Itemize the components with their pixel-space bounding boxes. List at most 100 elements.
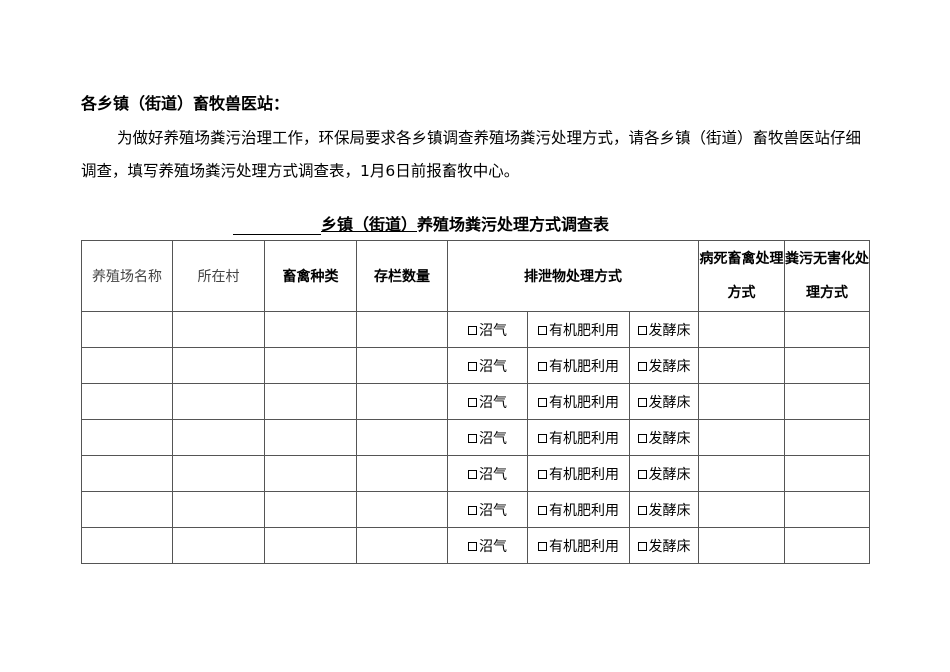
option-0[interactable]: 沼气 (447, 347, 528, 384)
empty-cell[interactable] (356, 419, 448, 456)
empty-cell[interactable] (172, 383, 265, 420)
empty-cell[interactable] (698, 455, 785, 492)
empty-cell[interactable] (172, 347, 265, 384)
empty-cell[interactable] (356, 491, 448, 528)
empty-cell[interactable] (356, 455, 448, 492)
empty-cell[interactable] (264, 347, 357, 384)
option-2[interactable]: 发酵床 (629, 419, 699, 456)
empty-cell[interactable] (784, 455, 870, 492)
checkbox-icon[interactable] (468, 398, 477, 407)
option-1[interactable]: 有机肥利用 (527, 419, 630, 456)
header-farm-name: 养殖场名称 (81, 240, 173, 312)
option-1[interactable]: 有机肥利用 (527, 527, 630, 564)
option-0[interactable]: 沼气 (447, 383, 528, 420)
empty-cell[interactable] (264, 383, 357, 420)
option-label: 沼气 (479, 502, 507, 519)
checkbox-icon[interactable] (637, 362, 647, 371)
empty-cell[interactable] (172, 455, 265, 492)
checkbox-icon[interactable] (538, 398, 547, 407)
checkbox-icon[interactable] (468, 506, 477, 515)
option-0[interactable]: 沼气 (447, 419, 528, 456)
empty-cell[interactable] (698, 347, 785, 384)
option-2[interactable]: 发酵床 (629, 311, 699, 348)
header-waste-method: 排泄物处理方式 (447, 240, 699, 312)
checkbox-icon[interactable] (468, 434, 477, 443)
option-1[interactable]: 有机肥利用 (527, 491, 630, 528)
checkbox-icon[interactable] (468, 326, 477, 335)
option-2[interactable]: 发酵床 (629, 347, 699, 384)
option-1[interactable]: 有机肥利用 (527, 455, 630, 492)
option-0[interactable]: 沼气 (447, 455, 528, 492)
empty-cell[interactable] (784, 419, 870, 456)
empty-cell[interactable] (264, 491, 357, 528)
empty-cell[interactable] (698, 419, 785, 456)
checkbox-icon[interactable] (468, 362, 477, 371)
option-label: 有机肥利用 (549, 466, 619, 483)
empty-cell[interactable] (784, 311, 870, 348)
checkbox-icon[interactable] (538, 542, 547, 551)
empty-cell[interactable] (784, 491, 870, 528)
empty-cell[interactable] (264, 311, 357, 348)
empty-cell[interactable] (356, 311, 448, 348)
empty-cell[interactable] (356, 347, 448, 384)
checkbox-icon[interactable] (468, 542, 477, 551)
empty-cell[interactable] (172, 419, 265, 456)
empty-cell[interactable] (698, 527, 785, 564)
option-2[interactable]: 发酵床 (629, 455, 699, 492)
empty-cell[interactable] (172, 527, 265, 564)
empty-cell[interactable] (698, 491, 785, 528)
empty-cell[interactable] (81, 383, 173, 420)
empty-cell[interactable] (172, 491, 265, 528)
table-row: 沼气 有机肥利用 发酵床 (81, 347, 870, 384)
empty-cell[interactable] (784, 383, 870, 420)
empty-cell[interactable] (81, 311, 173, 348)
checkbox-icon[interactable] (538, 506, 547, 515)
option-2[interactable]: 发酵床 (629, 383, 699, 420)
checkbox-icon[interactable] (468, 470, 477, 479)
option-1[interactable]: 有机肥利用 (527, 383, 630, 420)
checkbox-icon[interactable] (538, 326, 547, 335)
empty-cell[interactable] (81, 527, 173, 564)
empty-cell[interactable] (81, 491, 173, 528)
option-2[interactable]: 发酵床 (629, 527, 699, 564)
option-label: 发酵床 (648, 430, 691, 447)
empty-cell[interactable] (356, 527, 448, 564)
empty-cell[interactable] (81, 419, 173, 456)
option-2[interactable]: 发酵床 (629, 491, 699, 528)
empty-cell[interactable] (81, 455, 173, 492)
greeting: 各乡镇（街道）畜牧兽医站： (81, 94, 290, 113)
checkbox-icon[interactable] (637, 434, 647, 443)
option-1[interactable]: 有机肥利用 (527, 311, 630, 348)
empty-cell[interactable] (264, 419, 357, 456)
option-label: 沼气 (479, 358, 507, 375)
empty-cell[interactable] (264, 527, 357, 564)
empty-cell[interactable] (784, 527, 870, 564)
empty-cell[interactable] (356, 383, 448, 420)
checkbox-icon[interactable] (637, 470, 647, 479)
checkbox-icon[interactable] (538, 470, 547, 479)
empty-cell[interactable] (698, 383, 785, 420)
checkbox-icon[interactable] (637, 506, 647, 515)
table-row: 沼气 有机肥利用 发酵床 (81, 491, 870, 528)
checkbox-icon[interactable] (637, 542, 647, 551)
option-0[interactable]: 沼气 (447, 311, 528, 348)
title-prefix: 乡镇（街道） (321, 215, 418, 234)
option-label: 发酵床 (648, 358, 691, 375)
table-title: 乡镇（街道）养殖场粪污处理方式调查表 (233, 211, 609, 235)
empty-cell[interactable] (264, 455, 357, 492)
empty-cell[interactable] (81, 347, 173, 384)
empty-cell[interactable] (784, 347, 870, 384)
option-1[interactable]: 有机肥利用 (527, 347, 630, 384)
table-row: 沼气 有机肥利用 发酵床 (81, 455, 870, 492)
checkbox-icon[interactable] (637, 398, 647, 407)
checkbox-icon[interactable] (538, 362, 547, 371)
instruction-paragraph: 为做好养殖场粪污治理工作，环保局要求各乡镇调查养殖场粪污处理方式，请各乡镇（街道… (81, 129, 862, 180)
empty-cell[interactable] (172, 311, 265, 348)
option-0[interactable]: 沼气 (447, 491, 528, 528)
checkbox-icon[interactable] (538, 434, 547, 443)
empty-cell[interactable] (698, 311, 785, 348)
option-0[interactable]: 沼气 (447, 527, 528, 564)
option-label: 发酵床 (648, 394, 691, 411)
checkbox-icon[interactable] (637, 326, 647, 335)
header-stock: 存栏数量 (356, 240, 448, 312)
